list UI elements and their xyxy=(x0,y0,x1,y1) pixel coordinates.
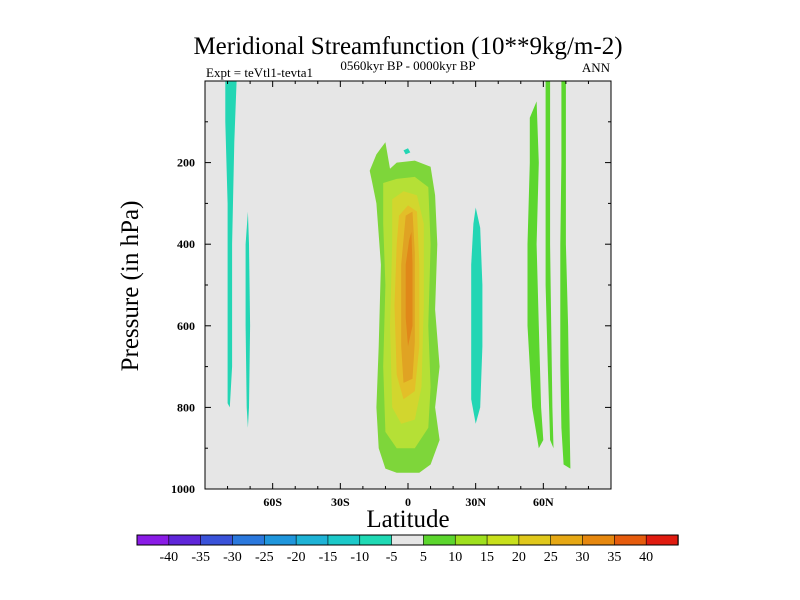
season-subtitle: ANN xyxy=(582,60,611,75)
colorbar-frame xyxy=(136,534,679,546)
colorbar-swatch xyxy=(168,534,202,546)
contour-north-positive-strip-b xyxy=(545,81,554,449)
x-tick-label: 30S xyxy=(331,495,350,509)
colorbar-label: -40 xyxy=(159,550,178,565)
contour-north-positive-strip-a xyxy=(527,101,544,449)
colorbar-swatch xyxy=(454,534,488,546)
contour-upper-negative-speck xyxy=(403,148,411,155)
colorbar-swatch xyxy=(136,534,170,546)
y-tick-label: 800 xyxy=(177,400,195,414)
colorbar-swatch xyxy=(550,534,584,546)
colorbar-swatch xyxy=(263,534,297,546)
contour-south-midlatitude-negative-strip xyxy=(245,211,251,428)
x-tick-label: 60S xyxy=(263,495,282,509)
y-tick-label: 1000 xyxy=(171,482,195,496)
y-tick-label: 600 xyxy=(177,319,195,333)
colorbar-swatch xyxy=(359,534,393,546)
colorbar-swatch xyxy=(423,534,456,546)
colorbar-swatch xyxy=(614,534,647,546)
colorbar-swatch xyxy=(486,534,520,546)
y-axis-label: Pressure (in hPa) xyxy=(117,201,144,372)
period-subtitle: 0560kyr BP - 0000kyr BP xyxy=(340,58,475,73)
x-tick-label: 60N xyxy=(533,495,554,509)
colorbar-swatch xyxy=(645,534,679,546)
colorbar: -40 -35 -30 -25 -20 -15 -10 -5 5 10 15 20 25 30 35 40 xyxy=(136,534,679,565)
contour-tropical-cell-core xyxy=(405,232,413,347)
colorbar-label: 15 xyxy=(480,550,494,565)
colorbar-swatch xyxy=(518,534,552,546)
y-tick-label: 400 xyxy=(177,237,195,251)
colorbar-label: 10 xyxy=(448,550,462,565)
contour-south-polar-negative-strip xyxy=(225,81,237,408)
colorbar-label: -10 xyxy=(350,550,369,565)
contour-north-positive-strip-c xyxy=(560,81,571,469)
colorbar-label: -35 xyxy=(191,550,210,565)
colorbar-label: 30 xyxy=(576,550,590,565)
colorbar-label: -30 xyxy=(223,550,242,565)
colorbar-label: 5 xyxy=(420,550,427,565)
colorbar-label: -5 xyxy=(386,550,398,565)
contour-north-subtropical-negative-cell xyxy=(471,207,483,424)
colorbar-swatch xyxy=(327,534,361,546)
colorbar-swatch xyxy=(582,534,616,546)
colorbar-label: -25 xyxy=(255,550,274,565)
colorbar-swatch xyxy=(295,534,329,546)
colorbar-label: 40 xyxy=(639,550,653,565)
y-tick-label: 200 xyxy=(177,156,195,170)
x-axis-ticks: 60S 30S 0 30N 60N xyxy=(204,81,612,509)
colorbar-swatch xyxy=(232,534,265,546)
chart-title: Meridional Streamfunction (10**9kg/m-2) xyxy=(193,33,622,60)
colorbar-label: 20 xyxy=(512,550,526,565)
colorbar-label: 25 xyxy=(544,550,558,565)
x-tick-label: 30N xyxy=(465,495,486,509)
y-axis-ticks: 200 400 600 800 1000 xyxy=(171,80,611,496)
x-axis-label: Latitude xyxy=(366,506,449,533)
colorbar-label: -15 xyxy=(319,550,338,565)
x-tick-label: 0 xyxy=(405,495,411,509)
contour-regions xyxy=(225,81,571,473)
colorbar-swatch xyxy=(391,534,425,546)
colorbar-swatch xyxy=(200,534,234,546)
colorbar-label: 35 xyxy=(607,550,621,565)
colorbar-label: -20 xyxy=(287,550,306,565)
plot-area xyxy=(204,80,612,490)
experiment-subtitle: Expt = teVtl1-tevta1 xyxy=(206,65,313,80)
